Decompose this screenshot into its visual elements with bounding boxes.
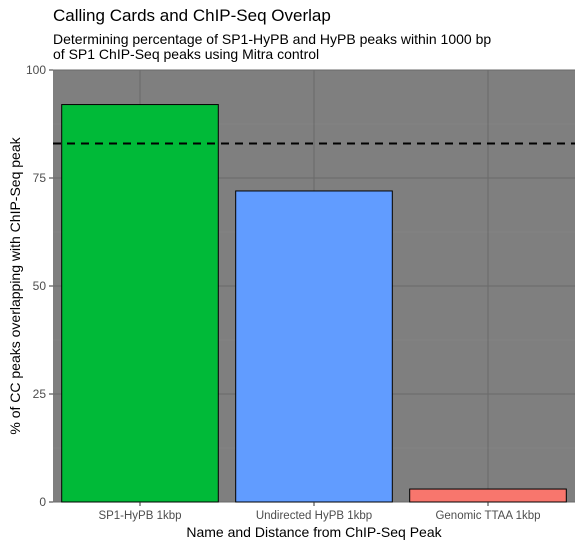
- y-tick-label: 50: [33, 279, 47, 293]
- y-tick-label: 25: [33, 387, 47, 401]
- x-tick-label: SP1-HyPB 1kbp: [98, 510, 181, 522]
- x-tick-label: Undirected HyPB 1kbp: [256, 510, 372, 522]
- x-tick-label: Genomic TTAA 1kbp: [435, 510, 540, 522]
- subtitle-line-2: of SP1 ChIP-Seq peaks using Mitra contro…: [53, 46, 320, 62]
- bar-sp1-hypb-1kbp: [61, 104, 219, 503]
- y-axis: 0 25 50 75 100: [26, 63, 53, 509]
- y-tick-label: 0: [39, 495, 46, 509]
- bar-undirected-hypb-1kbp: [235, 190, 393, 503]
- x-axis-label: Name and Distance from ChIP-Seq Peak: [186, 524, 442, 540]
- subtitle-line-1: Determining percentage of SP1-HyPB and H…: [53, 31, 492, 47]
- bar-genomic-ttaa-1kbp: [409, 488, 567, 503]
- y-tick-label: 100: [26, 63, 46, 77]
- chart-subtitle: Determining percentage of SP1-HyPB and H…: [53, 32, 573, 62]
- y-axis-label: % of CC peaks overlapping with ChIP-Seq …: [7, 136, 23, 434]
- y-tick-label: 75: [33, 171, 47, 185]
- x-axis: SP1-HyPB 1kbp Undirected HyPB 1kbp Genomic…: [98, 502, 541, 522]
- chart-title: Calling Cards and ChIP-Seq Overlap: [53, 6, 331, 25]
- bars: [61, 104, 567, 503]
